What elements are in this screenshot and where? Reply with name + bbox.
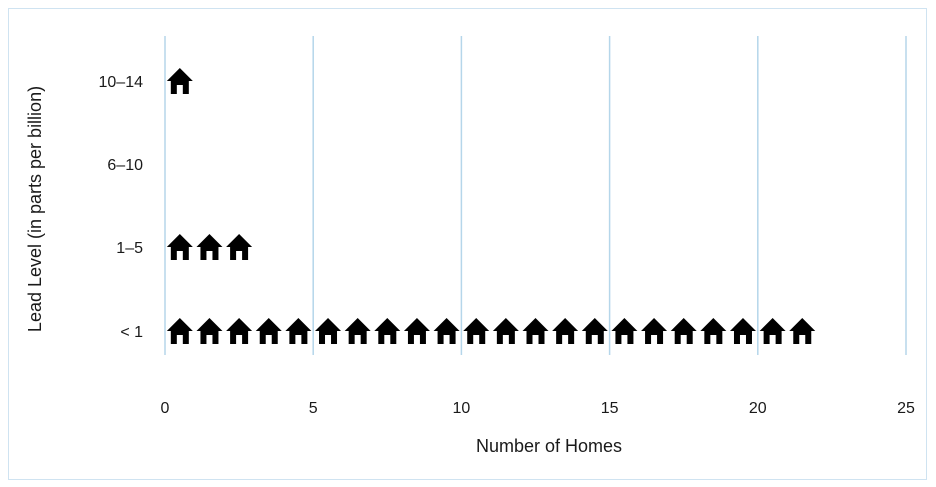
x-tick-label: 0 (161, 400, 170, 417)
x-tick-label: 10 (453, 400, 471, 417)
house-icon (374, 318, 401, 344)
x-tick-labels: 0 5 10 15 20 25 (161, 400, 915, 417)
y-axis-title: Lead Level (in parts per billion) (25, 86, 45, 332)
house-icons (166, 68, 816, 344)
house-icon (344, 318, 371, 344)
chart-frame: 0 5 10 15 20 25 < 1 1–5 6–10 10–14 Number of Hom… (8, 8, 927, 480)
house-icon (166, 234, 193, 260)
house-icon (522, 318, 549, 344)
house-icon (315, 318, 342, 344)
y-tick-label: 10–14 (99, 74, 144, 91)
house-icon (433, 318, 460, 344)
house-icon (226, 234, 253, 260)
house-icon (641, 318, 668, 344)
house-icon (226, 318, 253, 344)
house-icon (196, 318, 223, 344)
house-icon (463, 318, 490, 344)
house-icon (492, 318, 519, 344)
house-icon (166, 318, 193, 344)
house-icon (611, 318, 638, 344)
house-icon (552, 318, 579, 344)
y-tick-label: < 1 (120, 324, 143, 341)
x-tick-label: 25 (897, 400, 915, 417)
house-icon (700, 318, 727, 344)
house-icon (759, 318, 786, 344)
house-icon (670, 318, 697, 344)
house-icon (403, 318, 430, 344)
house-icon (166, 68, 193, 94)
x-tick-label: 15 (601, 400, 619, 417)
y-tick-label: 1–5 (116, 240, 143, 257)
x-tick-label: 20 (749, 400, 767, 417)
gridlines (164, 36, 907, 355)
house-icon (196, 234, 223, 260)
house-icon (255, 318, 282, 344)
house-icon (581, 318, 608, 344)
x-axis-title: Number of Homes (476, 436, 622, 456)
y-tick-labels: < 1 1–5 6–10 10–14 (99, 74, 144, 341)
x-tick-label: 5 (309, 400, 318, 417)
pictograph-chart: 0 5 10 15 20 25 < 1 1–5 6–10 10–14 Number of Hom… (25, 36, 915, 456)
house-icon (789, 318, 816, 344)
y-tick-label: 6–10 (107, 157, 143, 174)
house-icon (729, 318, 756, 344)
house-icon (285, 318, 312, 344)
